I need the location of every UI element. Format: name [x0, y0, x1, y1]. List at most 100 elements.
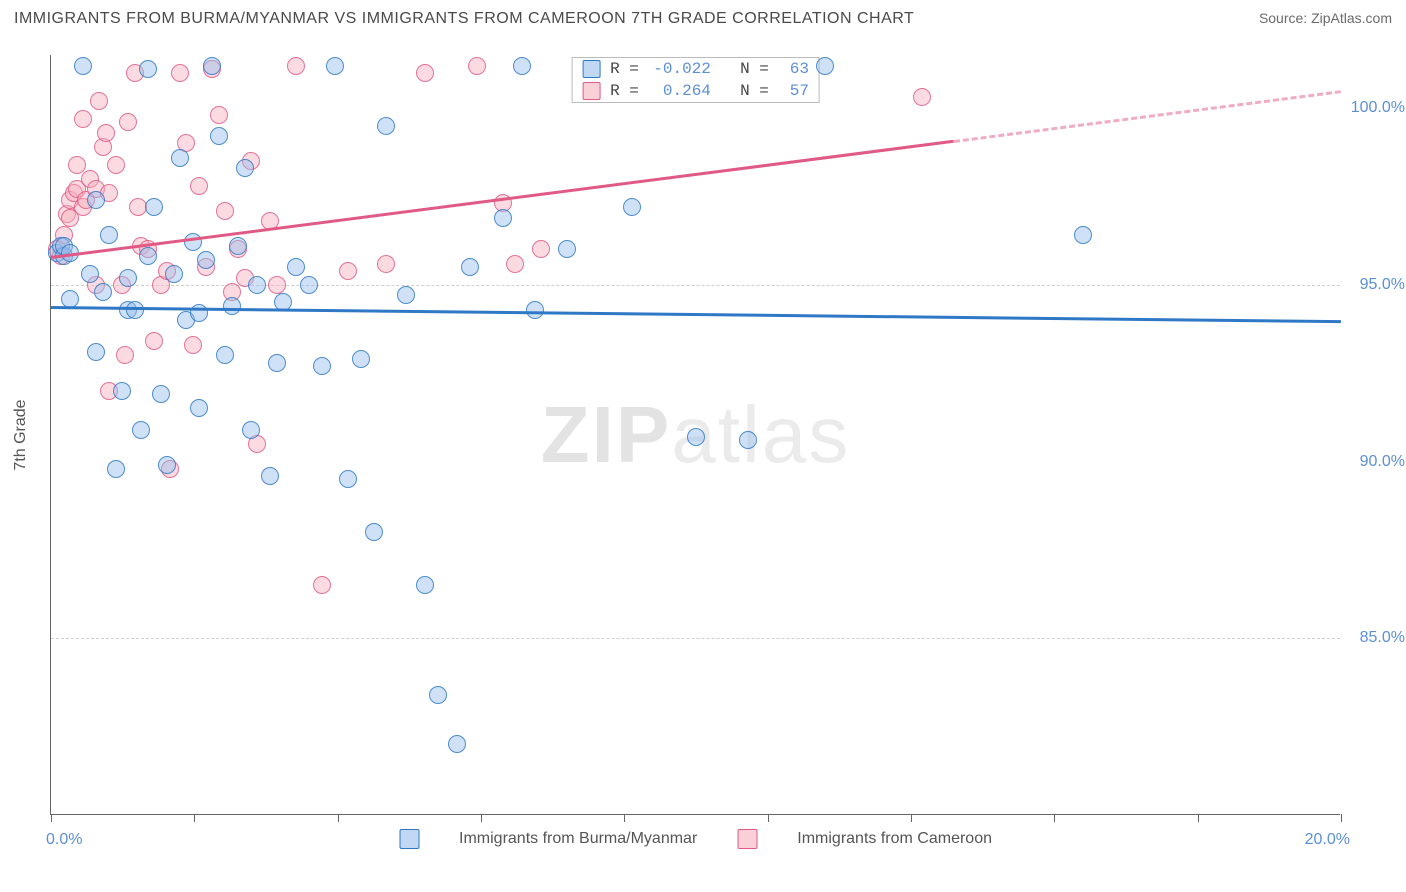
data-point-blue [236, 159, 254, 177]
data-point-blue [365, 523, 383, 541]
data-point-blue [816, 57, 834, 75]
data-point-blue [513, 57, 531, 75]
data-point-blue [74, 57, 92, 75]
swatch-pink-icon [582, 82, 600, 100]
data-point-blue [339, 470, 357, 488]
x-tick [1198, 814, 1199, 822]
data-point-blue [216, 346, 234, 364]
data-point-blue [397, 286, 415, 304]
x-axis-max-label: 20.0% [1305, 831, 1350, 849]
x-tick [51, 814, 52, 822]
data-point-blue [113, 382, 131, 400]
x-tick [768, 814, 769, 822]
data-point-blue [377, 117, 395, 135]
data-point-blue [81, 265, 99, 283]
legend-r-blue: -0.022 [649, 60, 711, 78]
trend-line-pink [954, 90, 1341, 143]
data-point-blue [158, 456, 176, 474]
data-point-blue [94, 283, 112, 301]
legend-n-label: N = [721, 60, 769, 78]
data-point-pink [74, 110, 92, 128]
plot-area: ZIPatlas 7th Grade R = -0.022 N = 63 R =… [50, 55, 1340, 815]
source-label: Source: ZipAtlas.com [1259, 10, 1392, 26]
data-point-blue [313, 357, 331, 375]
data-point-pink [171, 64, 189, 82]
legend-row-pink: R = 0.264 N = 57 [572, 80, 819, 102]
x-tick [911, 814, 912, 822]
legend-row-blue: R = -0.022 N = 63 [572, 58, 819, 80]
x-tick [338, 814, 339, 822]
data-point-pink [468, 57, 486, 75]
data-point-blue [197, 251, 215, 269]
legend-r-label: R = [610, 82, 639, 100]
data-point-pink [339, 262, 357, 280]
data-point-blue [119, 269, 137, 287]
data-point-pink [210, 106, 228, 124]
watermark-bold: ZIP [541, 390, 671, 479]
data-point-pink [377, 255, 395, 273]
data-point-blue [448, 735, 466, 753]
x-tick [481, 814, 482, 822]
data-point-pink [90, 92, 108, 110]
data-point-blue [190, 399, 208, 417]
data-point-blue [139, 60, 157, 78]
data-point-pink [506, 255, 524, 273]
data-point-blue [429, 686, 447, 704]
x-tick [1341, 814, 1342, 822]
y-tick-label: 85.0% [1360, 629, 1405, 647]
data-point-blue [494, 209, 512, 227]
data-point-pink [532, 240, 550, 258]
data-point-blue [1074, 226, 1092, 244]
data-point-blue [203, 57, 221, 75]
data-point-blue [416, 576, 434, 594]
legend-n-blue: 63 [779, 60, 809, 78]
data-point-pink [190, 177, 208, 195]
data-point-pink [913, 88, 931, 106]
data-point-pink [287, 57, 305, 75]
x-tick [194, 814, 195, 822]
data-point-blue [300, 276, 318, 294]
data-point-blue [242, 421, 260, 439]
data-point-pink [184, 336, 202, 354]
data-point-blue [352, 350, 370, 368]
data-point-blue [623, 198, 641, 216]
data-point-blue [100, 226, 118, 244]
swatch-blue-icon [399, 829, 419, 849]
data-point-blue [461, 258, 479, 276]
data-point-pink [145, 332, 163, 350]
data-point-blue [229, 237, 247, 255]
legend-bottom-blue: Immigrants from Burma/Myanmar [459, 830, 697, 848]
data-point-blue [248, 276, 266, 294]
gridline [51, 638, 1340, 639]
data-point-blue [139, 247, 157, 265]
legend-n-pink: 57 [779, 82, 809, 100]
data-point-pink [313, 576, 331, 594]
data-point-blue [107, 460, 125, 478]
data-point-blue [87, 191, 105, 209]
data-point-pink [116, 346, 134, 364]
data-point-blue [287, 258, 305, 276]
legend-bottom-pink: Immigrants from Cameroon [797, 830, 992, 848]
data-point-pink [97, 124, 115, 142]
data-point-blue [152, 385, 170, 403]
data-point-blue [687, 428, 705, 446]
x-tick [624, 814, 625, 822]
data-point-blue [132, 421, 150, 439]
data-point-blue [526, 301, 544, 319]
swatch-blue-icon [582, 60, 600, 78]
data-point-blue [558, 240, 576, 258]
data-point-pink [268, 276, 286, 294]
y-tick-label: 95.0% [1360, 276, 1405, 294]
data-point-pink [107, 156, 125, 174]
data-point-blue [268, 354, 286, 372]
data-point-pink [216, 202, 234, 220]
chart-title: IMMIGRANTS FROM BURMA/MYANMAR VS IMMIGRA… [14, 10, 914, 28]
legend-r-label: R = [610, 60, 639, 78]
trend-line-blue [51, 306, 1341, 323]
data-point-blue [145, 198, 163, 216]
legend-bottom: Immigrants from Burma/Myanmar Immigrants… [399, 829, 992, 849]
y-tick-label: 90.0% [1360, 453, 1405, 471]
legend-n-label: N = [721, 82, 769, 100]
data-point-blue [171, 149, 189, 167]
x-axis-min-label: 0.0% [46, 831, 82, 849]
